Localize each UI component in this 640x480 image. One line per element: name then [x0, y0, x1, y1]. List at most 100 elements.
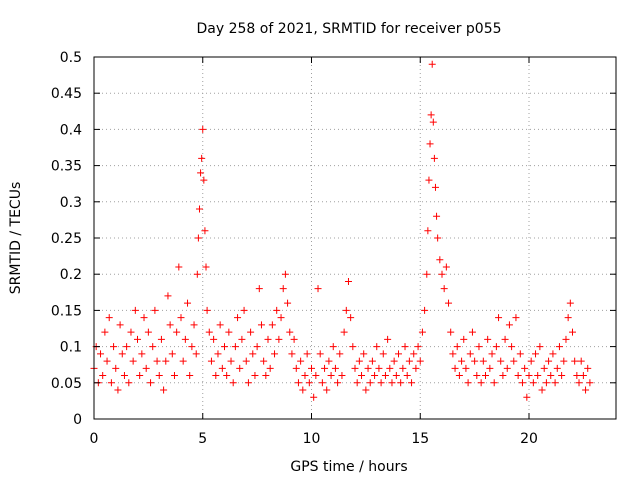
- data-point: [244, 379, 252, 387]
- data-point: [429, 118, 437, 126]
- data-point: [475, 343, 483, 351]
- data-point: [447, 328, 455, 336]
- y-axis-ticks: 0 0.05 0.1 0.15 0.2 0.25 0.3 0.35 0.4 0.45 0.5: [51, 50, 616, 428]
- data-point: [327, 372, 335, 380]
- data-point: [197, 169, 205, 177]
- data-point: [147, 379, 155, 387]
- data-point: [234, 314, 242, 322]
- data-point: [449, 350, 457, 358]
- data-point: [499, 372, 507, 380]
- data-point: [381, 372, 389, 380]
- data-point: [344, 277, 352, 285]
- data-point: [177, 314, 185, 322]
- data-point: [210, 335, 218, 343]
- data-point: [181, 335, 189, 343]
- data-point: [431, 183, 439, 191]
- data-point: [120, 372, 128, 380]
- data-point: [575, 379, 583, 387]
- data-point: [140, 314, 148, 322]
- data-point: [484, 335, 492, 343]
- data-point: [188, 343, 196, 351]
- data-point: [482, 372, 489, 380]
- data-point: [403, 372, 411, 380]
- data-point: [127, 328, 135, 336]
- data-point: [425, 176, 433, 184]
- y-tick-label: 0.3: [60, 195, 82, 211]
- data-point: [428, 60, 436, 68]
- data-point: [299, 386, 307, 394]
- data-point: [368, 357, 376, 365]
- data-point: [427, 111, 435, 119]
- data-point: [547, 372, 555, 380]
- data-point: [358, 372, 366, 380]
- data-point: [516, 350, 524, 358]
- y-tick-label: 0.5: [60, 50, 82, 66]
- data-point: [297, 357, 305, 365]
- data-point: [271, 350, 279, 358]
- data-point: [105, 314, 113, 322]
- data-point: [323, 386, 331, 394]
- data-point: [455, 372, 463, 380]
- data-point: [253, 343, 261, 351]
- data-point: [318, 379, 326, 387]
- data-point: [555, 343, 563, 351]
- data-point: [442, 263, 450, 271]
- data-point: [355, 357, 363, 365]
- data-point: [492, 343, 500, 351]
- data-point: [460, 335, 468, 343]
- data-point: [216, 321, 224, 329]
- x-tick-label: 0: [90, 431, 99, 447]
- data-point: [527, 357, 535, 365]
- data-point: [236, 364, 244, 372]
- data-point: [466, 350, 474, 358]
- data-point: [347, 314, 355, 322]
- data-point: [473, 372, 481, 380]
- data-point: [416, 357, 424, 365]
- data-point: [292, 364, 300, 372]
- y-tick-label: 0.45: [51, 86, 82, 102]
- data-point: [434, 234, 442, 242]
- data-point: [451, 364, 459, 372]
- data-point: [433, 212, 441, 220]
- data-point: [160, 386, 168, 394]
- data-point: [566, 299, 574, 307]
- chart-title: Day 258 of 2021, SRMTID for receiver p05…: [196, 21, 501, 37]
- data-point: [157, 335, 165, 343]
- data-point: [266, 364, 274, 372]
- data-point: [430, 154, 438, 162]
- data-point: [314, 285, 322, 293]
- data-point: [423, 270, 431, 278]
- data-point: [477, 379, 485, 387]
- data-point: [264, 335, 272, 343]
- data-point: [549, 350, 557, 358]
- data-point: [190, 321, 198, 329]
- data-point: [445, 299, 453, 307]
- data-point: [310, 393, 318, 401]
- data-point: [168, 350, 176, 358]
- data-point: [562, 335, 570, 343]
- y-tick-label: 0.2: [60, 267, 82, 283]
- data-point: [151, 306, 159, 314]
- data-point: [379, 350, 387, 358]
- data-point: [153, 357, 161, 365]
- data-point: [198, 154, 206, 162]
- data-point: [316, 350, 324, 358]
- data-point: [207, 357, 215, 365]
- data-point: [523, 393, 531, 401]
- data-point: [512, 314, 520, 322]
- data-point: [340, 328, 348, 336]
- data-point: [569, 328, 576, 336]
- data-point: [579, 372, 587, 380]
- data-point: [288, 350, 296, 358]
- data-point: [123, 343, 131, 351]
- data-point: [410, 350, 418, 358]
- data-point: [551, 379, 559, 387]
- data-point: [257, 321, 265, 329]
- x-tick-label: 10: [303, 431, 321, 447]
- grid: [94, 57, 616, 419]
- data-point: [173, 328, 181, 336]
- data-point: [384, 335, 392, 343]
- data-point: [125, 379, 133, 387]
- data-point: [412, 364, 420, 372]
- data-point: [532, 350, 540, 358]
